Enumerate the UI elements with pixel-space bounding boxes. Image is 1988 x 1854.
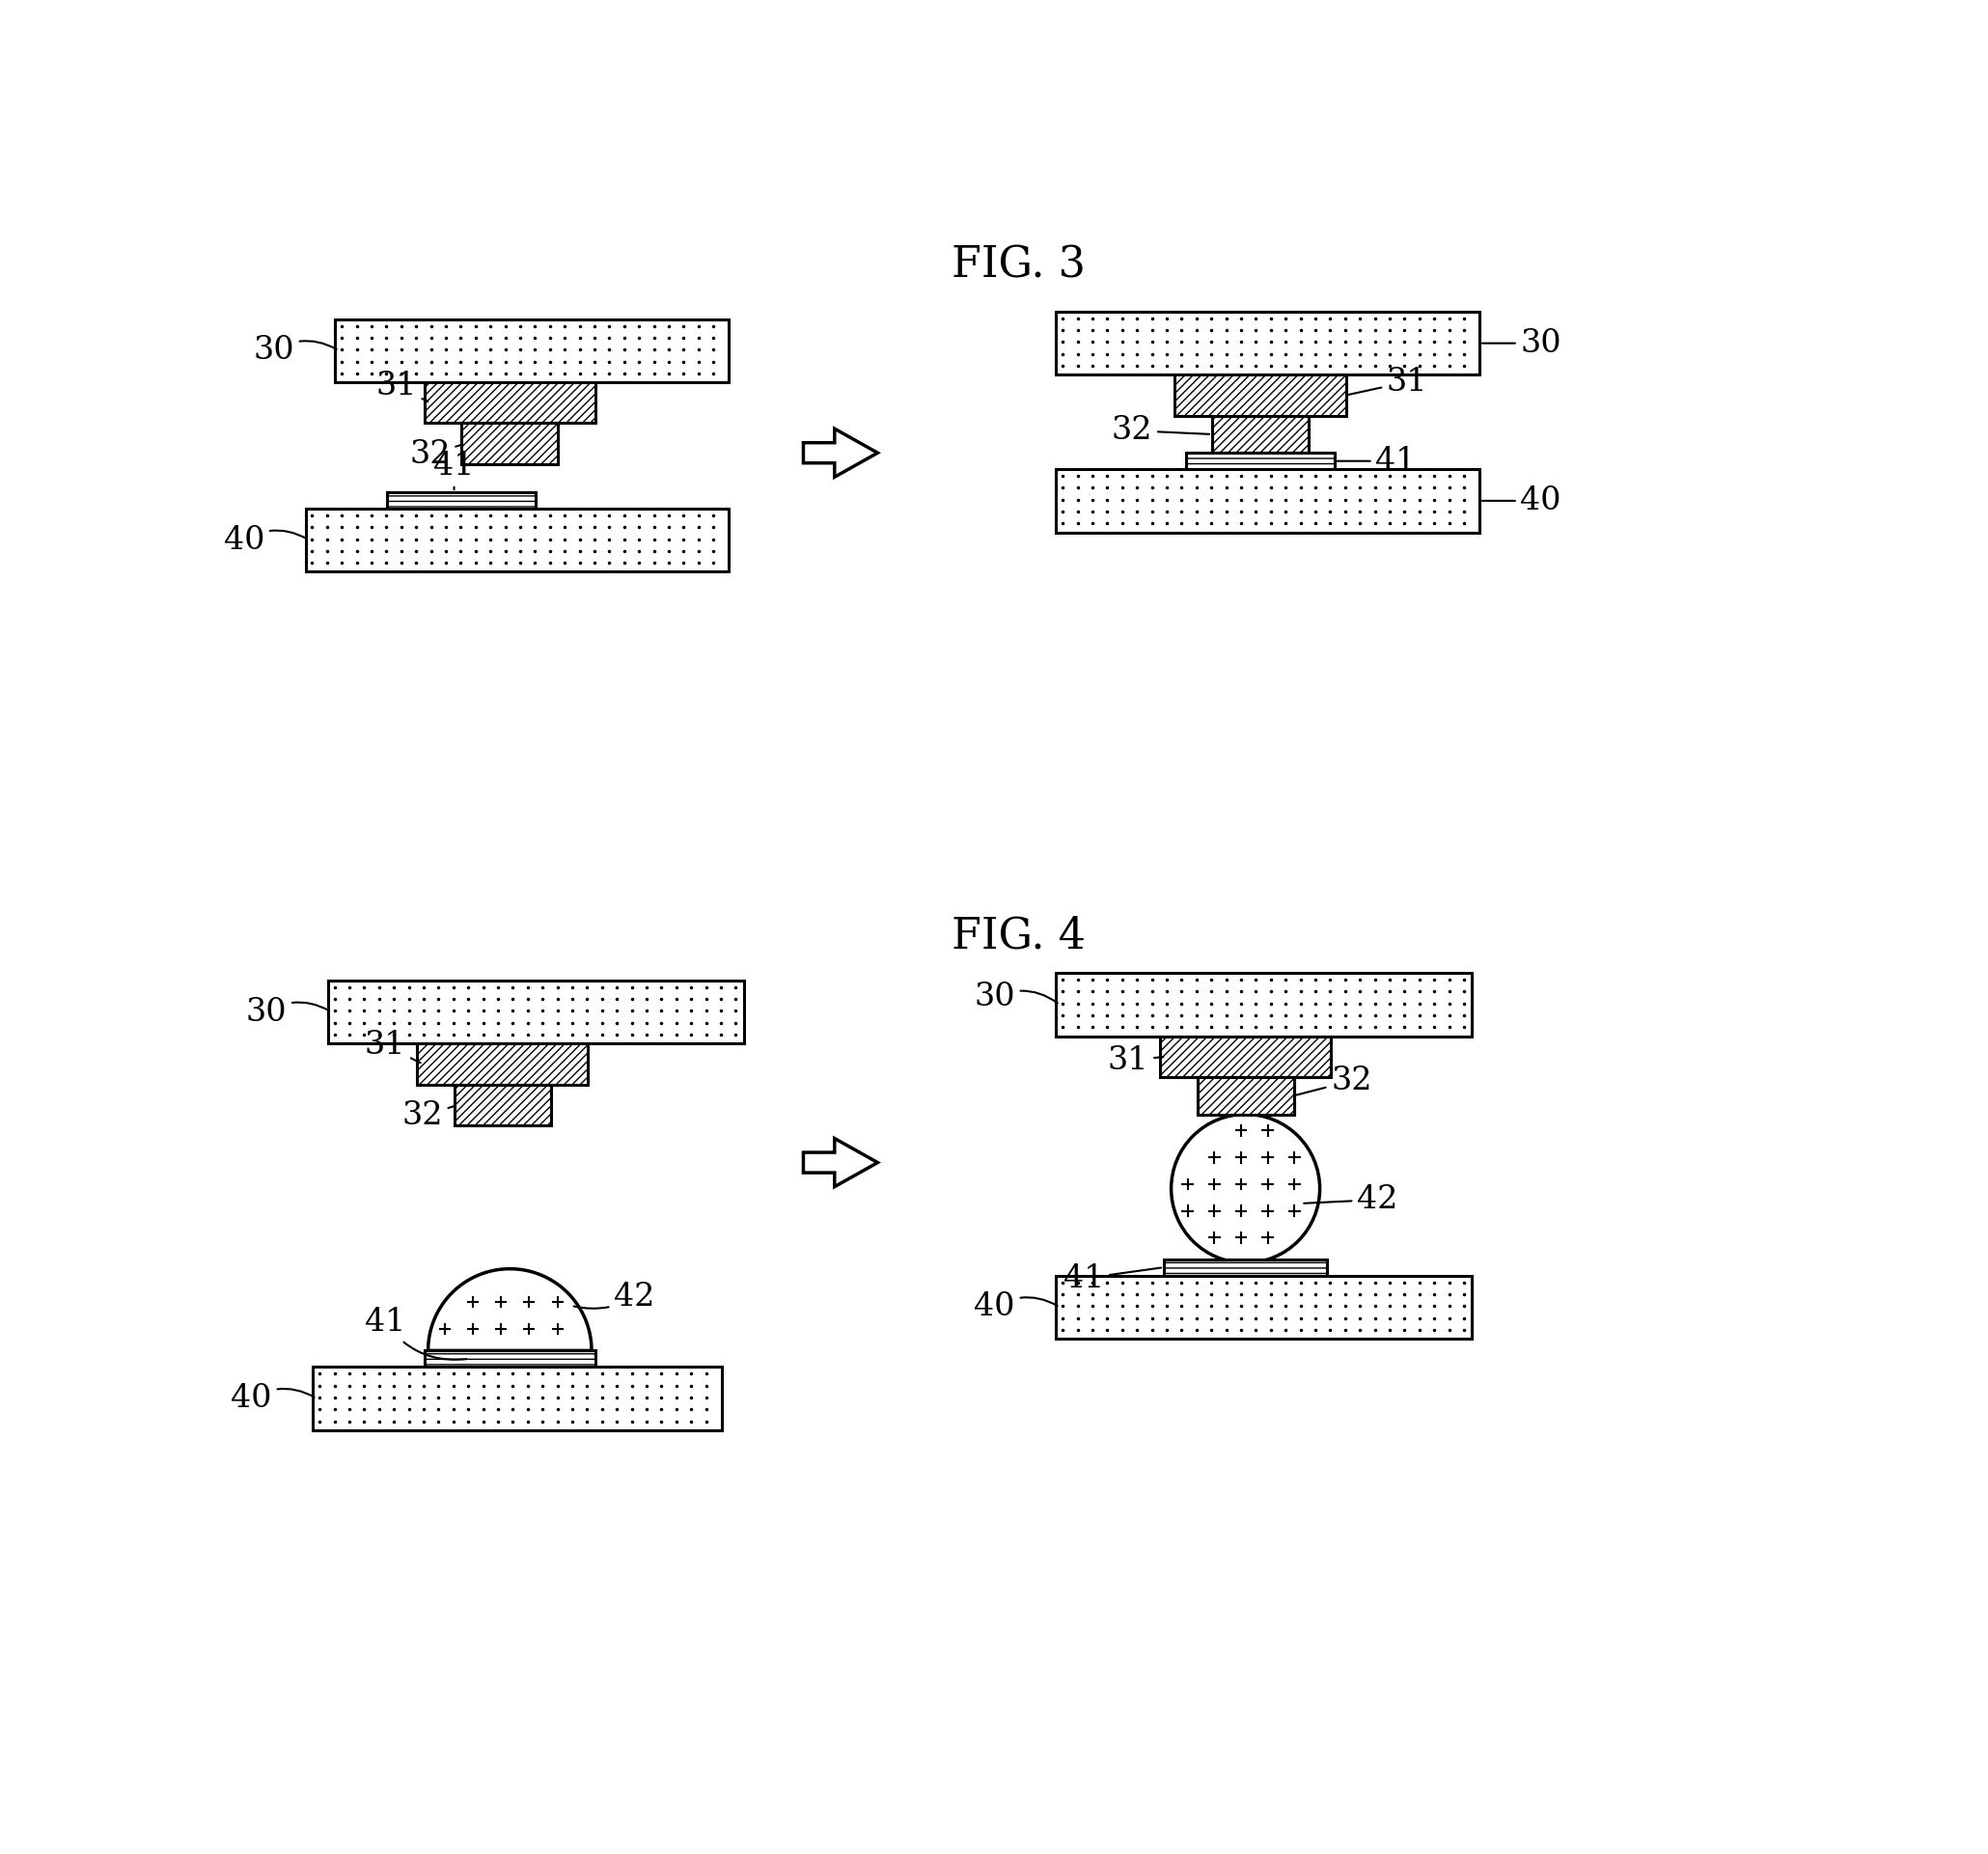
Bar <box>1161 1036 1330 1077</box>
Text: 40: 40 <box>231 1383 314 1415</box>
Text: 31: 31 <box>1107 1046 1163 1075</box>
Bar <box>306 508 730 571</box>
Bar <box>423 382 594 423</box>
Text: 40: 40 <box>974 1292 1058 1322</box>
Text: 30: 30 <box>252 336 336 365</box>
Text: 30: 30 <box>1483 328 1561 358</box>
Bar <box>1056 311 1479 375</box>
Text: FIG. 3: FIG. 3 <box>952 245 1085 286</box>
Bar <box>1197 1077 1294 1114</box>
Text: 41: 41 <box>366 1307 467 1359</box>
Bar <box>1187 452 1334 469</box>
Bar <box>453 1085 551 1125</box>
Text: 30: 30 <box>247 997 330 1027</box>
Text: 30: 30 <box>974 983 1058 1012</box>
Bar <box>1163 1259 1328 1276</box>
Text: 42: 42 <box>575 1281 654 1313</box>
Text: 31: 31 <box>376 371 427 402</box>
Text: 31: 31 <box>1348 367 1427 397</box>
Bar <box>1056 1276 1473 1339</box>
Text: FIG. 4: FIG. 4 <box>952 916 1085 957</box>
Bar <box>1213 415 1308 452</box>
Bar <box>312 1366 722 1429</box>
Circle shape <box>1171 1114 1320 1263</box>
Bar <box>423 1350 594 1366</box>
Bar <box>1175 375 1346 415</box>
Text: 31: 31 <box>364 1031 421 1062</box>
Bar <box>1197 1077 1294 1114</box>
Polygon shape <box>427 1268 592 1350</box>
Text: 41: 41 <box>1064 1263 1161 1294</box>
Text: 32: 32 <box>1296 1066 1372 1096</box>
Bar <box>388 493 537 508</box>
Bar <box>1056 973 1473 1036</box>
Bar <box>461 423 559 464</box>
Bar <box>336 319 730 382</box>
Bar <box>1056 469 1479 532</box>
Text: 40: 40 <box>1483 486 1561 515</box>
Text: 32: 32 <box>410 439 463 471</box>
Text: 32: 32 <box>402 1101 455 1131</box>
Bar <box>417 1044 588 1085</box>
Text: 42: 42 <box>1304 1185 1398 1214</box>
Text: 32: 32 <box>1111 415 1209 447</box>
Text: 41: 41 <box>1338 445 1415 476</box>
Text: 40: 40 <box>223 525 306 556</box>
Text: 41: 41 <box>433 451 475 489</box>
Bar <box>328 981 744 1044</box>
